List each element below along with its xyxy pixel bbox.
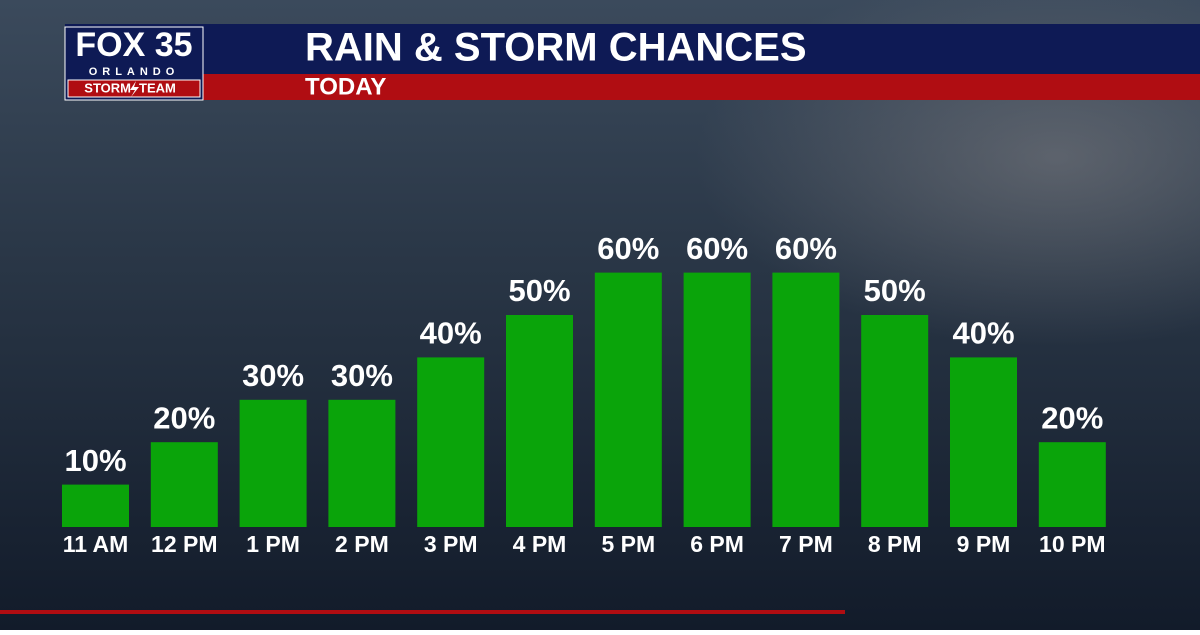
value-label: 10% xyxy=(64,443,126,478)
bar xyxy=(1038,442,1106,527)
bar xyxy=(506,315,573,527)
x-tick-label: 7 PM xyxy=(779,531,833,557)
logo-bolt xyxy=(130,81,139,97)
x-tick-label: 11 AM xyxy=(63,531,129,557)
chart-title: RAIN & STORM CHANCES xyxy=(305,26,807,70)
logo-brand: FOX 35 xyxy=(75,26,192,64)
logo-city: ORLANDO xyxy=(89,66,180,78)
bar xyxy=(772,272,840,527)
value-label: 50% xyxy=(864,273,926,308)
value-label: 60% xyxy=(597,231,659,266)
title-band xyxy=(65,24,1200,74)
x-tick-label: 5 PM xyxy=(601,531,655,557)
bar xyxy=(62,484,129,527)
x-tick-label: 6 PM xyxy=(690,531,744,557)
bar xyxy=(950,357,1017,527)
bar xyxy=(239,399,307,527)
x-tick-label: 12 PM xyxy=(151,531,217,557)
x-tick-label: 3 PM xyxy=(424,531,478,557)
x-tick-label: 2 PM xyxy=(335,531,389,557)
value-label: 30% xyxy=(242,358,304,393)
value-label: 30% xyxy=(331,358,393,393)
bar xyxy=(683,272,751,527)
bar xyxy=(594,272,662,527)
subtitle-band xyxy=(65,74,1200,100)
x-tick-label: 10 PM xyxy=(1039,531,1105,557)
bar xyxy=(417,357,485,527)
logo-team-left: STORM xyxy=(84,80,131,95)
value-label: 60% xyxy=(775,231,837,266)
value-label: 50% xyxy=(508,273,570,308)
bottom-line xyxy=(0,610,845,614)
chart-subtitle: TODAY xyxy=(305,73,386,100)
x-tick-label: 8 PM xyxy=(868,531,922,557)
value-label: 60% xyxy=(686,231,748,266)
bar xyxy=(150,442,218,527)
value-label: 20% xyxy=(153,400,215,435)
logo-team-right: TEAM xyxy=(139,80,176,95)
value-label: 40% xyxy=(420,316,482,351)
value-label: 40% xyxy=(952,316,1014,351)
x-tick-label: 4 PM xyxy=(513,531,567,557)
x-tick-label: 9 PM xyxy=(957,531,1011,557)
x-tick-label: 1 PM xyxy=(246,531,300,557)
bar xyxy=(861,315,929,527)
bar xyxy=(328,399,396,527)
value-label: 20% xyxy=(1041,400,1103,435)
